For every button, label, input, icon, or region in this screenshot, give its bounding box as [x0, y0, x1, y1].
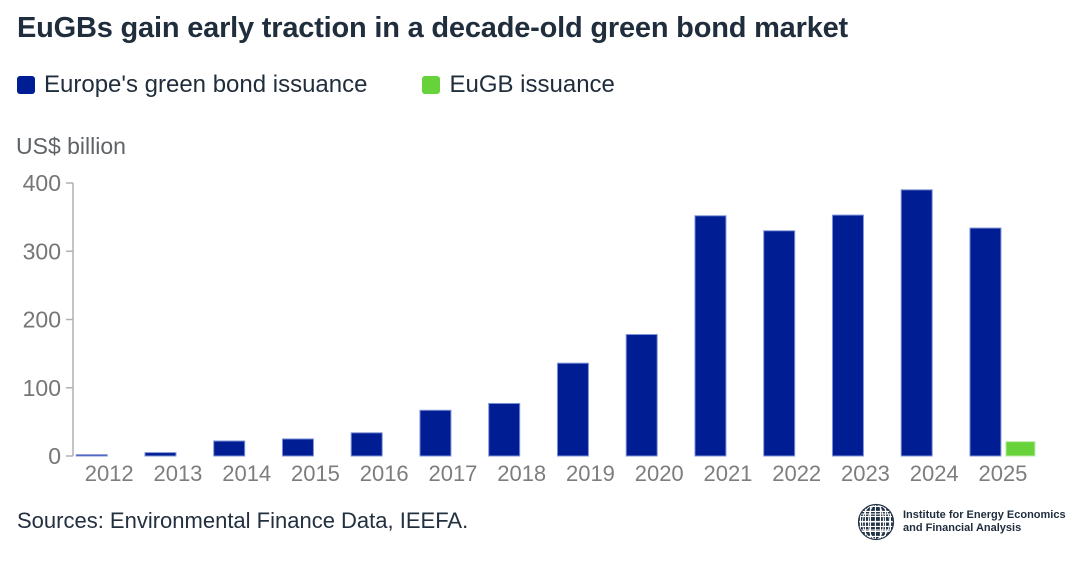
x-axis-label-2015: 2015 — [291, 461, 340, 486]
x-axis-label-2021: 2021 — [703, 461, 752, 486]
x-axis-label-2014: 2014 — [222, 461, 271, 486]
bar-2023-green-bond — [831, 214, 864, 457]
ieefa-logo: Institute for Energy Economics and Finan… — [856, 502, 1066, 542]
ieefa-logo-text: Institute for Energy Economics and Finan… — [903, 509, 1066, 535]
legend: Europe's green bond issuance EuGB issuan… — [17, 71, 615, 99]
x-axis-label-2013: 2013 — [153, 461, 202, 486]
x-axis-label-2018: 2018 — [497, 461, 546, 486]
blue-swatch-icon — [17, 76, 35, 94]
x-axis-label-2022: 2022 — [772, 461, 821, 486]
x-axis-label-2017: 2017 — [428, 461, 477, 486]
x-axis-label-2016: 2016 — [360, 461, 409, 486]
bar-2014-green-bond — [213, 440, 246, 457]
legend-item-europe-issuance: Europe's green bond issuance — [17, 71, 367, 99]
bar-2021-green-bond — [694, 215, 727, 457]
bar-2016-green-bond — [350, 432, 383, 457]
y-tick-label: 200 — [23, 307, 61, 333]
y-tick-label: 0 — [48, 443, 61, 469]
legend-item-eugb-issuance: EuGB issuance — [422, 71, 615, 99]
bar-2022-green-bond — [763, 230, 796, 457]
ieefa-globe-icon — [857, 503, 895, 541]
x-axis-label-2023: 2023 — [841, 461, 890, 486]
x-axis-label-2025: 2025 — [978, 461, 1027, 486]
ieefa-logo-line2: and Financial Analysis — [903, 522, 1022, 534]
legend-label: Europe's green bond issuance — [44, 71, 368, 98]
chart-title: EuGBs gain early traction in a decade-ol… — [17, 12, 849, 44]
bar-2019-green-bond — [556, 362, 589, 457]
y-axis-unit-label: US$ billion — [16, 133, 126, 159]
legend-label: EuGB issuance — [449, 71, 615, 98]
x-axis-label-2019: 2019 — [566, 461, 615, 486]
bar-2024-green-bond — [900, 189, 933, 457]
x-axis-label-2024: 2024 — [910, 461, 959, 486]
bar-2020-green-bond — [625, 334, 658, 457]
green-swatch-icon — [422, 76, 441, 94]
bar-2025-eugb — [1005, 441, 1036, 457]
bar-2017-green-bond — [419, 409, 452, 457]
source-text: Sources: Environmental Finance Data, IEE… — [17, 508, 469, 533]
bar-2013-green-bond — [144, 452, 177, 457]
ieefa-logo-line1: Institute for Energy Economics — [903, 509, 1066, 521]
y-tick-label: 400 — [23, 170, 61, 196]
bar-2012-green-bond — [75, 454, 108, 457]
x-axis-label-2020: 2020 — [635, 461, 684, 486]
y-tick-label: 100 — [23, 375, 61, 401]
y-tick-label: 300 — [23, 238, 61, 264]
x-axis-label-2012: 2012 — [85, 461, 134, 486]
bar-2025-green-bond — [969, 227, 1002, 457]
bar-2015-green-bond — [281, 438, 314, 457]
bar-2018-green-bond — [488, 402, 521, 457]
